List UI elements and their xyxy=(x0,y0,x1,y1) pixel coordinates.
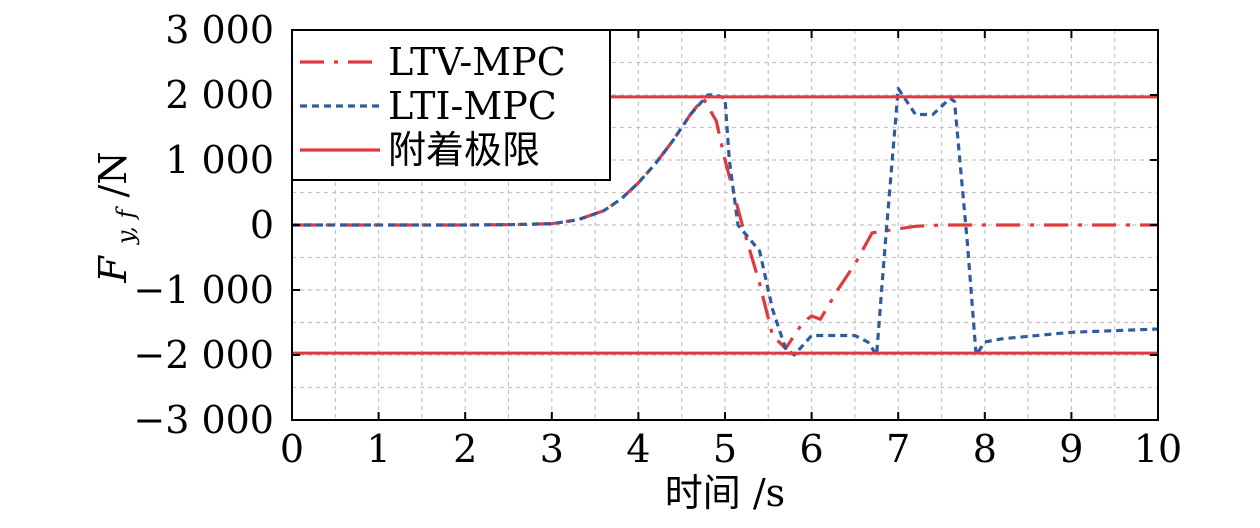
legend-label: LTI-MPC xyxy=(388,84,557,128)
y-axis-subscript: y, f xyxy=(112,205,140,245)
x-tick-label: 0 xyxy=(280,427,304,471)
x-tick-label: 2 xyxy=(453,427,477,471)
y-tick-label: −3 000 xyxy=(133,398,274,442)
y-tick-label: −2 000 xyxy=(133,333,274,377)
y-tick-label: 0 xyxy=(250,203,274,247)
x-tick-label: 7 xyxy=(886,427,910,471)
tick-labels: 0 1 2 3 4 5 6 7 8 9 10 3 000 2 000 1 000 0 −1 000 −2 000… xyxy=(133,8,1182,471)
x-tick-label: 1 xyxy=(367,427,391,471)
x-tick-label: 8 xyxy=(973,427,997,471)
x-tick-label: 9 xyxy=(1059,427,1083,471)
legend-box xyxy=(291,29,611,181)
y-axis-unit: /N xyxy=(91,151,135,197)
series-ltv-mpc-line xyxy=(292,96,1158,351)
y-axis-title: F y, f /N xyxy=(91,151,143,283)
y-tick-label: 2 000 xyxy=(165,73,274,117)
x-tick-label: 6 xyxy=(800,427,824,471)
x-tick-label: 3 xyxy=(540,427,564,471)
y-tick-label: −1 000 xyxy=(133,268,274,312)
y-axis-symbol: F xyxy=(91,255,135,284)
legend-label: 附着极限 xyxy=(388,128,540,172)
y-tick-label: 3 000 xyxy=(165,8,274,52)
y-tick-label: 1 000 xyxy=(165,138,274,182)
legend-label: LTV-MPC xyxy=(388,40,566,84)
x-tick-label: 10 xyxy=(1134,427,1182,471)
x-tick-label: 5 xyxy=(713,427,737,471)
x-tick-label: 4 xyxy=(626,427,650,471)
x-axis-title: 时间 /s xyxy=(665,471,785,515)
series-lti-mpc-line xyxy=(292,86,1159,357)
